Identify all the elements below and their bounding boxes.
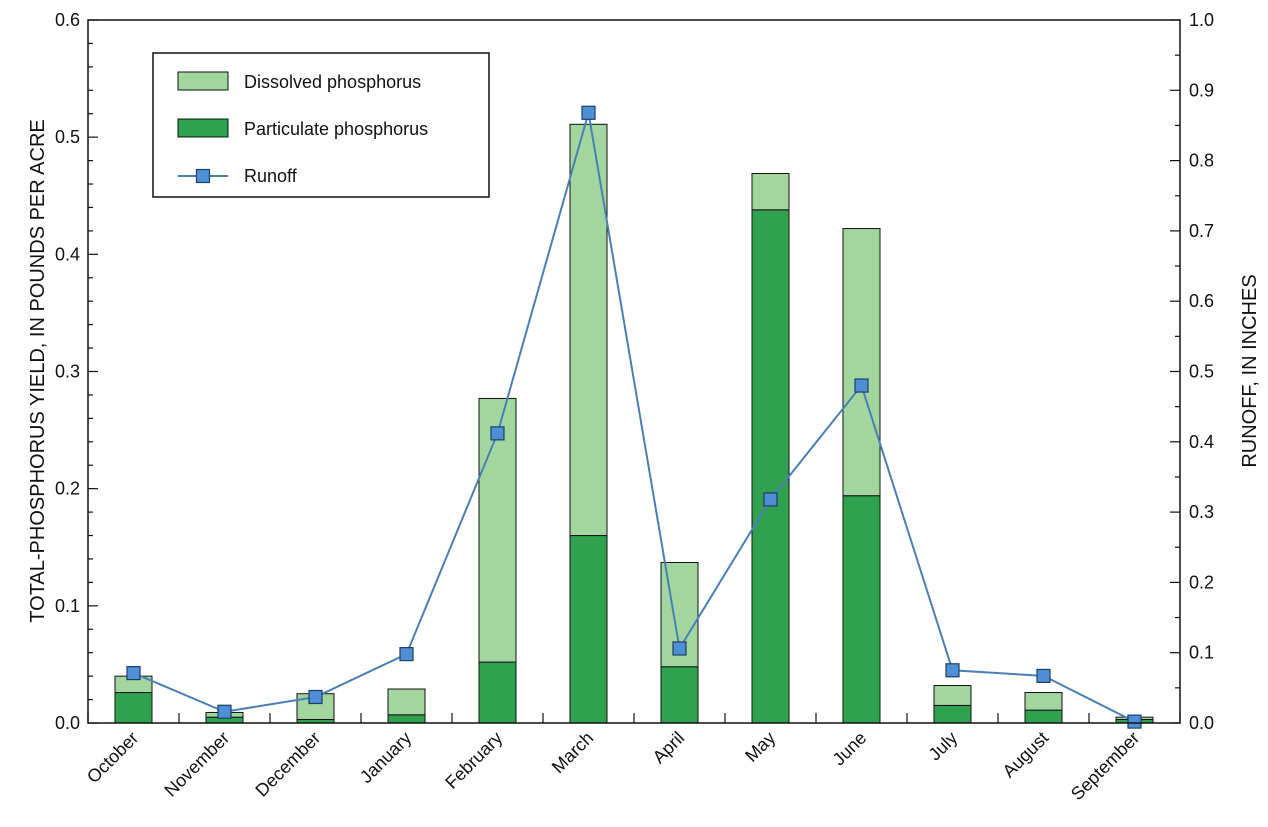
- y-right-tick-label: 1.0: [1189, 10, 1214, 30]
- x-tick-label-november: November: [160, 728, 233, 801]
- runoff-point-january: [399, 647, 414, 662]
- bar-dissolved-august: [1024, 692, 1063, 711]
- bar-particulate-october: [114, 692, 153, 724]
- bar-dissolved-june: [842, 228, 881, 497]
- bar-particulate-january: [387, 714, 426, 724]
- y-right-tick-label: 0.4: [1189, 432, 1214, 452]
- bar-dissolved-february: [478, 397, 517, 663]
- runoff-line-layer: [126, 105, 1142, 729]
- x-tick-label-april: April: [649, 728, 689, 768]
- legend-swatch-particulate-phosphorus: [177, 118, 229, 138]
- y-right-tick-label: 0.6: [1189, 291, 1214, 311]
- y-right-tick-label: 0.5: [1189, 362, 1214, 382]
- x-tick-label-december: December: [251, 728, 324, 801]
- runoff-point-august: [1036, 668, 1051, 683]
- legend-label-runoff: Runoff: [244, 166, 298, 186]
- y-right-tick-label: 0.1: [1189, 643, 1214, 663]
- runoff-line: [133, 112, 1135, 723]
- x-tick-label-july: July: [925, 728, 962, 765]
- y-right-tick-label: 0.9: [1189, 80, 1214, 100]
- y-left-tick-label: 0.0: [55, 713, 80, 733]
- runoff-point-may: [763, 492, 778, 507]
- legend-marker-runoff: [195, 168, 211, 184]
- y-left-tick-label: 0.4: [55, 244, 80, 264]
- y-left-tick-label: 0.5: [55, 127, 80, 147]
- runoff-point-april: [672, 641, 687, 656]
- bar-particulate-february: [478, 661, 517, 724]
- bar-dissolved-january: [387, 688, 426, 716]
- bar-particulate-june: [842, 495, 881, 724]
- y-right-tick-label: 0.0: [1189, 713, 1214, 733]
- legend-label-dissolved-phosphorus: Dissolved phosphorus: [244, 72, 421, 92]
- legend: Dissolved phosphorus Particulate phosphor…: [152, 52, 490, 198]
- y-axis-right-title: RUNOFF, IN INCHES: [1239, 274, 1261, 467]
- bars-layer: [114, 123, 1154, 724]
- runoff-point-december: [308, 689, 323, 705]
- x-tick-label-october: October: [83, 728, 142, 787]
- x-tick-label-june: June: [829, 728, 871, 770]
- bar-particulate-april: [660, 666, 699, 724]
- runoff-point-september: [1127, 714, 1142, 729]
- bar-dissolved-may: [751, 172, 790, 211]
- bar-particulate-march: [569, 535, 608, 724]
- bar-particulate-july: [933, 704, 972, 724]
- bar-particulate-may: [751, 209, 790, 724]
- y-left-tick-label: 0.6: [55, 10, 80, 30]
- y-left-tick-label: 0.3: [55, 362, 80, 382]
- runoff-point-october: [126, 665, 141, 681]
- x-tick-label-may: May: [741, 728, 779, 766]
- x-tick-label-january: January: [356, 728, 415, 787]
- y-right-tick-label: 0.7: [1189, 221, 1214, 241]
- runoff-point-november: [217, 704, 232, 719]
- x-tick-label-august: August: [999, 728, 1053, 782]
- y-right-tick-label: 0.2: [1189, 572, 1214, 592]
- y-left-tick-label: 0.2: [55, 479, 80, 499]
- runoff-point-june: [854, 378, 869, 393]
- legend-swatch-dissolved-phosphorus: [177, 71, 229, 91]
- x-tick-label-february: February: [441, 728, 506, 793]
- y-right-tick-label: 0.3: [1189, 502, 1214, 522]
- y-left-tick-label: 0.1: [55, 596, 80, 616]
- y-right-tick-label: 0.8: [1189, 151, 1214, 171]
- runoff-point-march: [581, 105, 596, 120]
- x-tick-label-september: September: [1067, 728, 1143, 804]
- legend-label-particulate-phosphorus: Particulate phosphorus: [244, 119, 428, 139]
- bar-particulate-august: [1024, 709, 1063, 724]
- runoff-point-july: [945, 663, 960, 678]
- x-tick-label-march: March: [548, 728, 598, 778]
- bar-dissolved-march: [569, 123, 608, 537]
- bar-dissolved-july: [933, 685, 972, 706]
- runoff-point-february: [490, 426, 505, 441]
- y-axis-left-title: TOTAL-PHOSPHORUS YIELD, IN POUNDS PER AC…: [27, 119, 49, 622]
